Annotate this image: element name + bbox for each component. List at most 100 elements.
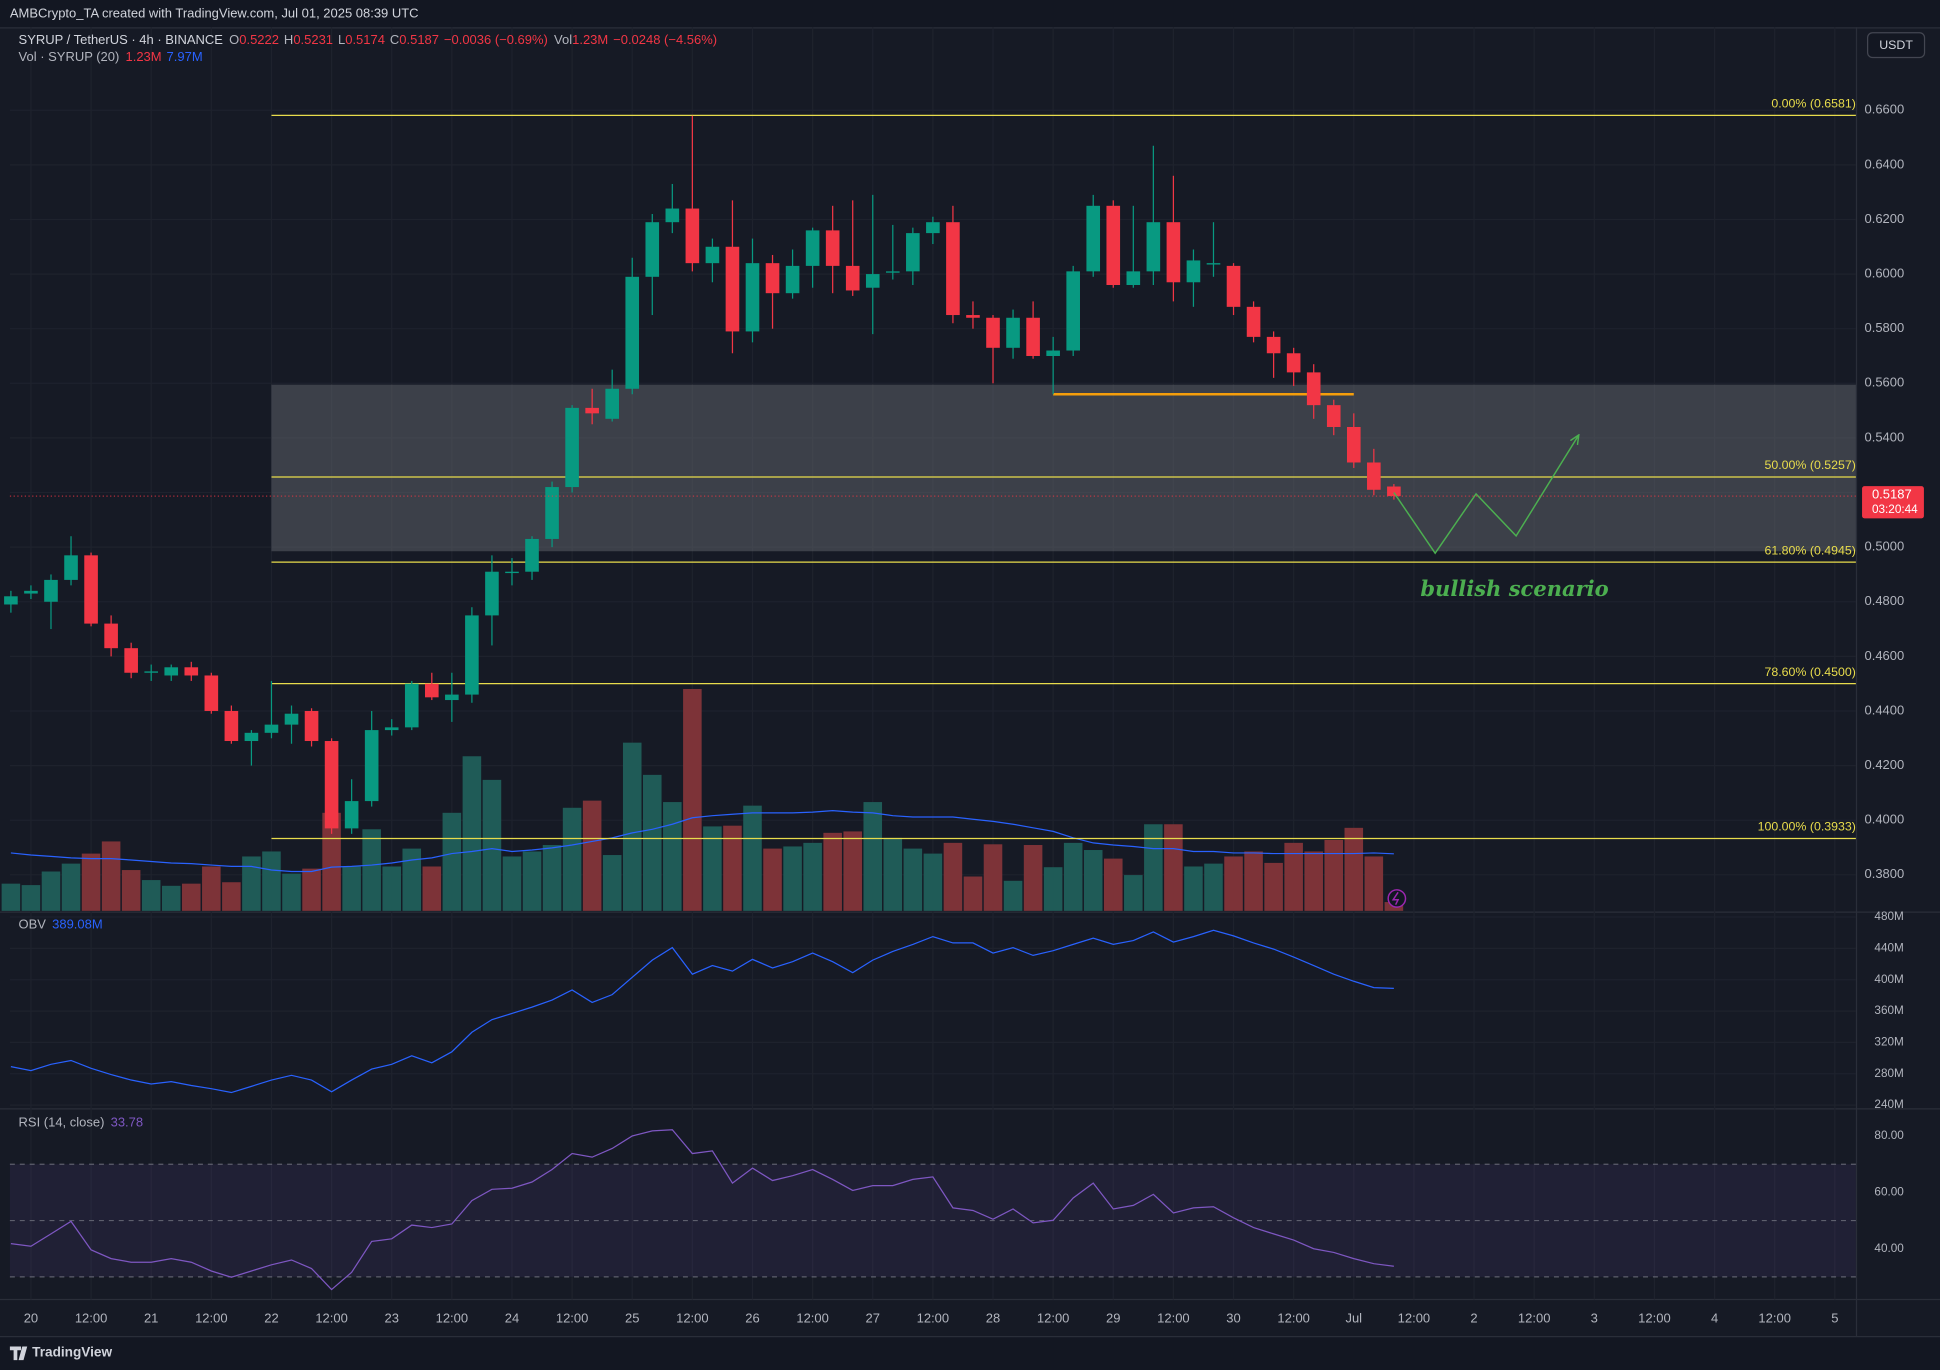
candle-body <box>605 388 619 419</box>
candle-body <box>906 233 920 272</box>
volume-bar <box>783 846 802 911</box>
volume-bar <box>542 845 562 911</box>
candle-body <box>465 615 479 695</box>
candle-body <box>445 694 459 701</box>
candle-body <box>304 710 319 742</box>
obv-last: 389.08M <box>52 917 103 932</box>
candle-body <box>585 407 599 414</box>
volume-bar <box>622 742 642 911</box>
countdown: 03:20:44 <box>1872 503 1918 516</box>
currency[interactable]: USDT <box>1879 38 1913 52</box>
volume-bar <box>1204 863 1223 911</box>
ohlc-key: O <box>229 32 239 47</box>
volume-bar <box>723 825 742 911</box>
volume-bar <box>482 779 502 911</box>
candle-body <box>1286 353 1301 373</box>
alert-icon[interactable] <box>1387 889 1407 908</box>
volume-bar <box>683 688 702 911</box>
logo-icon <box>9 1346 28 1361</box>
rsi-line <box>10 1129 1394 1291</box>
x-tick-label: 20 <box>24 1311 38 1326</box>
candle-body <box>1146 222 1161 272</box>
symbol: SYRUP / TetherUS · 4h · BINANCE <box>19 32 224 47</box>
x-tick-label: 12:00 <box>1638 1311 1670 1326</box>
y-tick-label: 0.6200 <box>1865 211 1905 226</box>
candle-body <box>1246 306 1261 337</box>
volume-bar <box>262 851 281 911</box>
x-tick-label: 27 <box>866 1311 880 1326</box>
candle-body <box>1206 263 1221 265</box>
fib-label: 78.60% (0.4500) <box>1764 665 1855 679</box>
credit: AMBCrypto_TA created with TradingView.co… <box>10 6 419 21</box>
x-tick-label: 5 <box>1831 1311 1838 1326</box>
candle-body <box>44 579 58 602</box>
ohlc-key: C <box>390 32 399 47</box>
x-tick-label: 12:00 <box>796 1311 828 1326</box>
volume-bar <box>382 866 401 911</box>
y-tick-label: 400M <box>1874 973 1903 986</box>
ohlc-value: 0.5174 <box>345 32 385 47</box>
volume-bar <box>803 842 822 911</box>
volume-bar <box>342 866 361 911</box>
candle-body <box>224 710 239 742</box>
candle-body <box>164 667 179 676</box>
y-tick-label: 80.00 <box>1874 1129 1904 1142</box>
candle-body <box>485 571 499 616</box>
volume-bar <box>101 841 121 911</box>
volume-bar <box>222 882 241 911</box>
volume-bar <box>1224 856 1243 911</box>
currency-button[interactable] <box>1867 32 1926 59</box>
volume-bar <box>1304 851 1323 911</box>
candle-body <box>1306 372 1321 406</box>
y-tick-label: 480M <box>1874 910 1903 923</box>
x-tick-label: 4 <box>1711 1311 1718 1326</box>
volume-bar <box>1144 824 1163 911</box>
candle-body <box>1006 317 1020 348</box>
candle-body <box>284 713 299 725</box>
volume-bar <box>963 876 983 911</box>
fib-label: 61.80% (0.4945) <box>1764 543 1855 557</box>
candle-body <box>625 276 640 389</box>
top-strip <box>0 0 1940 28</box>
y-tick-label: 240M <box>1874 1098 1903 1111</box>
candle-body <box>745 263 760 332</box>
candle-body <box>685 208 700 264</box>
volume-bar <box>983 844 1003 911</box>
volume-bar <box>242 856 261 911</box>
x-tick-label: 12:00 <box>1758 1311 1790 1326</box>
volume-bar <box>121 870 141 911</box>
x-tick-label: 21 <box>144 1311 158 1326</box>
candle-body <box>1367 462 1381 490</box>
candle-body <box>264 724 279 733</box>
candle-body <box>204 675 219 711</box>
y-tick-label: 0.4000 <box>1865 812 1905 827</box>
volume-bar <box>602 855 622 911</box>
fib-label: 100.00% (0.3933) <box>1758 820 1856 834</box>
x-tick-label: 30 <box>1226 1311 1240 1326</box>
y-tick-label: 0.5000 <box>1865 539 1905 554</box>
volume-bar <box>1003 880 1023 911</box>
volume-bar <box>743 805 762 911</box>
volume-bar <box>61 863 81 911</box>
volume-bar <box>883 837 903 911</box>
candle-body <box>665 208 680 223</box>
alert-icon-bolt <box>1391 891 1400 906</box>
candle-body <box>765 263 780 294</box>
x-tick-label: 12:00 <box>1157 1311 1189 1326</box>
obv-title: OBV <box>19 917 47 932</box>
candle-body <box>84 555 98 624</box>
candle-body <box>4 596 18 605</box>
volume-bar <box>81 853 101 911</box>
volume-bar <box>582 800 602 911</box>
candle-body <box>505 571 519 574</box>
volume-bar <box>1264 862 1283 911</box>
vol-title: Vol · SYRUP (20) <box>19 50 120 65</box>
candle-body <box>966 315 980 318</box>
candle-body <box>1066 271 1080 351</box>
candle-body <box>404 683 419 728</box>
candle-body <box>184 667 199 676</box>
x-tick-label: 12:00 <box>195 1311 227 1326</box>
volume-bar <box>282 873 301 911</box>
volume-bar <box>1344 827 1364 911</box>
volume-bar <box>1023 845 1043 911</box>
